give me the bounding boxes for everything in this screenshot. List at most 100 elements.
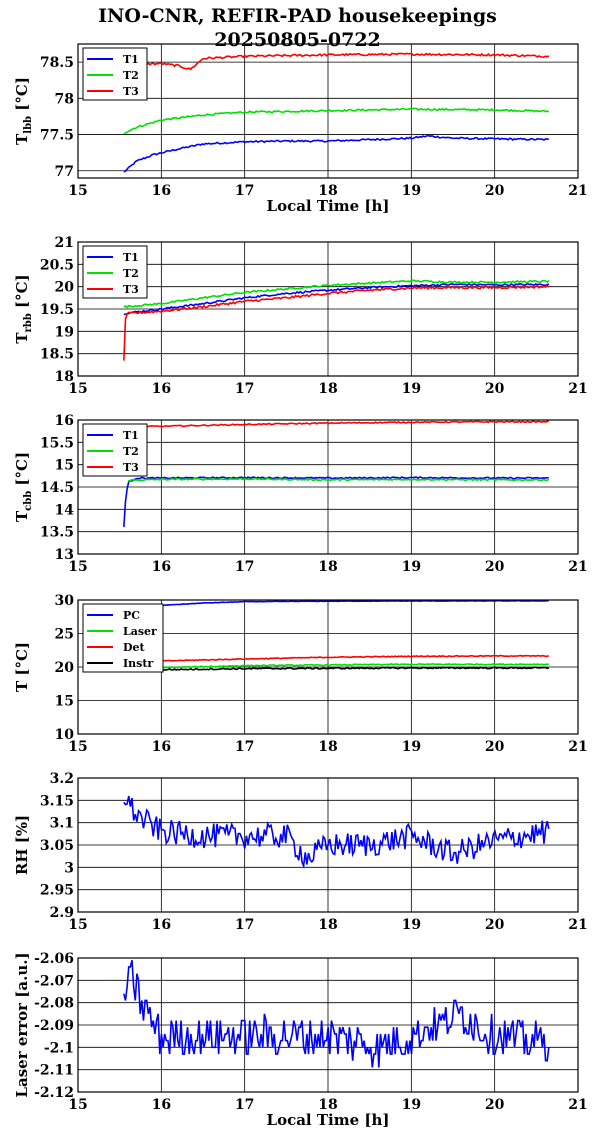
y-tick-label: -2.11 — [34, 1063, 74, 1079]
y-tick-label: 3.05 — [40, 838, 74, 854]
title-line-2: 20250805-0722 — [214, 29, 381, 51]
x-tick-label: 15 — [68, 917, 87, 933]
series-line-t2 — [123, 107, 550, 135]
x-tick-label: 20 — [485, 183, 505, 199]
y-tick-label: -2.06 — [34, 951, 74, 967]
x-tick-label: 18 — [318, 917, 337, 933]
plot-frame — [77, 43, 579, 179]
y-tick-label: 18 — [55, 369, 74, 385]
plot-frame — [77, 419, 579, 555]
legend-label: T3 — [123, 283, 139, 296]
y-tick-label: 78.5 — [40, 55, 74, 71]
legend-label: T2 — [123, 69, 139, 82]
y-tick-label: 13 — [55, 547, 74, 563]
series-line-t1 — [123, 134, 549, 173]
y-tick-label: 13.5 — [40, 525, 74, 541]
y-tick-label: 3.15 — [40, 793, 74, 809]
x-tick-label: 15 — [68, 381, 87, 397]
y-tick-label: -2.1 — [44, 1040, 74, 1056]
legend: T1 T2 T3 — [82, 245, 148, 299]
y-tick-label: 19.5 — [40, 302, 74, 318]
y-axis-label: Tcbb [°C] — [13, 452, 34, 522]
y-axis-label: Tlbb [°C] — [13, 77, 34, 145]
x-tick-label: 16 — [152, 739, 171, 755]
x-tick-label: 21 — [568, 917, 587, 933]
y-axis-label: T [°C] — [13, 642, 31, 692]
legend-label: Laser — [123, 625, 157, 638]
legend-label: Instr — [123, 657, 153, 670]
title-line-1: INO-CNR, REFIR-PAD housekeepings — [98, 5, 497, 27]
y-tick-label: 10 — [55, 727, 75, 743]
y-tick-label: 30 — [55, 593, 75, 609]
y-tick-label: 20.5 — [40, 257, 74, 273]
x-tick-label: 18 — [318, 1097, 337, 1113]
series-line-t1 — [123, 476, 549, 528]
panel-6: 15 16 17 18 19 20 21 -2.12 -2.11 -2.1 -2.09 -2.08 -2… — [13, 951, 588, 1129]
y-axis-label: Trbb [°C] — [13, 274, 34, 343]
y-tick-label: 20 — [55, 660, 75, 676]
x-tick-label: 19 — [402, 739, 421, 755]
y-tick-label: 19 — [55, 324, 74, 340]
x-tick-label: 17 — [235, 381, 254, 397]
y-tick-label: 14 — [55, 502, 75, 518]
x-tick-label: 20 — [485, 559, 505, 575]
x-axis-label: Local Time [h] — [267, 197, 390, 215]
series-line-t3 — [123, 52, 550, 71]
y-tick-label: -2.12 — [34, 1085, 74, 1101]
legend-label: PC — [123, 609, 140, 622]
plot-frame — [77, 777, 579, 913]
x-tick-label: 16 — [152, 917, 171, 933]
panel-5: 15 16 17 18 19 20 21 2.9 2.95 3 3.05 3.1 3.15 3.2 RH [… — [13, 771, 588, 933]
y-tick-label: 78 — [55, 91, 74, 107]
x-tick-label: 19 — [402, 559, 421, 575]
legend: T1 T2 T3 — [82, 423, 148, 477]
y-tick-label: 20 — [55, 280, 75, 296]
x-tick-label: 17 — [235, 1097, 254, 1113]
y-tick-label: 14.5 — [40, 480, 74, 496]
legend: T1 T2 T3 — [82, 47, 148, 101]
x-tick-label: 16 — [152, 183, 171, 199]
x-tick-label: 16 — [152, 559, 171, 575]
x-tick-label: 20 — [485, 917, 505, 933]
y-tick-label: -2.07 — [34, 973, 74, 989]
legend-label: T2 — [123, 445, 139, 458]
series-line-t1 — [123, 282, 550, 316]
legend-label: T1 — [123, 429, 139, 442]
legend-label: T3 — [123, 85, 139, 98]
x-tick-label: 19 — [402, 1097, 421, 1113]
series-line — [123, 795, 550, 869]
x-tick-label: 17 — [235, 559, 254, 575]
legend: PC Laser Det Instr — [82, 603, 164, 673]
y-tick-label: 3.1 — [50, 816, 74, 832]
y-tick-label: 2.9 — [50, 905, 74, 921]
series-line-laser — [123, 662, 549, 671]
y-tick-label: 77.5 — [40, 128, 74, 144]
series-line — [123, 960, 550, 1068]
x-tick-label: 21 — [568, 381, 587, 397]
x-tick-label: 18 — [318, 559, 337, 575]
y-tick-label: 16 — [55, 413, 74, 429]
series-line-det — [123, 654, 549, 665]
x-tick-label: 20 — [485, 739, 505, 755]
series-line-t2 — [127, 477, 550, 482]
x-tick-label: 16 — [152, 1097, 171, 1113]
x-tick-label: 21 — [568, 183, 587, 199]
x-tick-label: 17 — [235, 917, 254, 933]
x-tick-label: 18 — [318, 381, 337, 397]
series-line-instr — [123, 666, 550, 672]
legend-label: Det — [123, 641, 146, 654]
figure-title: INO-CNR, REFIR-PAD housekeepings 2025080… — [0, 4, 595, 52]
legend-label: T1 — [123, 53, 139, 66]
x-tick-label: 21 — [568, 739, 587, 755]
series-line-t3 — [123, 284, 550, 361]
series-line-pc — [123, 600, 549, 611]
x-tick-label: 18 — [318, 183, 337, 199]
y-tick-label: 15 — [55, 694, 74, 710]
panel-2: 15 16 17 18 19 20 21 18 18.5 19 19.5 20 20.5 21 Trbb [… — [13, 235, 588, 397]
x-tick-label: 21 — [568, 559, 587, 575]
legend-label: T2 — [123, 267, 139, 280]
x-tick-label: 17 — [235, 183, 254, 199]
x-tick-label: 19 — [402, 917, 421, 933]
x-tick-label: 15 — [68, 559, 87, 575]
